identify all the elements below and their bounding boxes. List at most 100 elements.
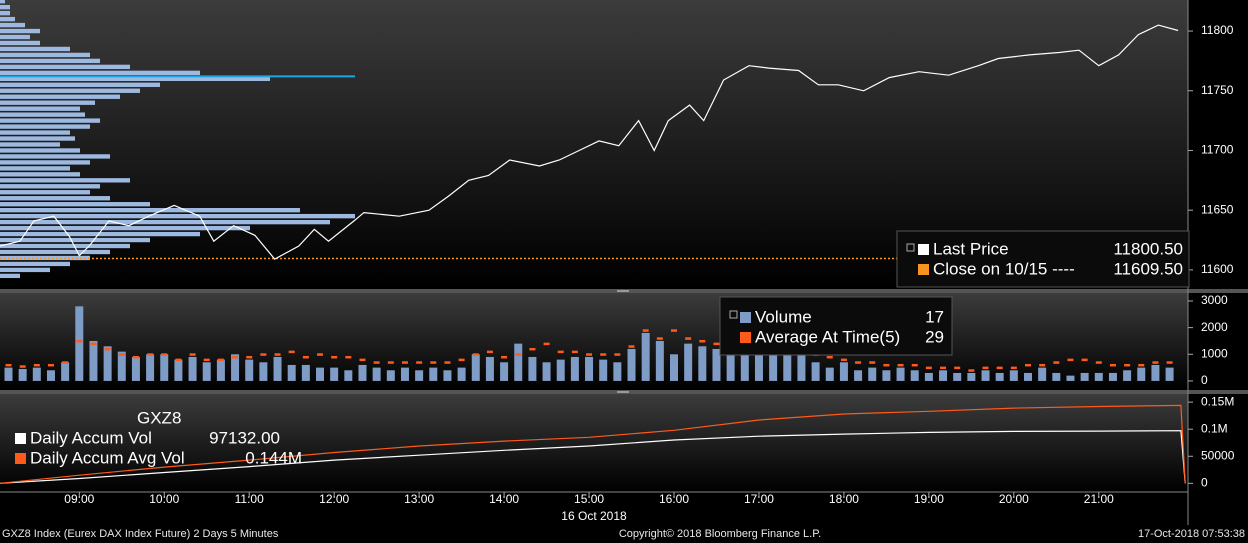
x-tick-label: 14:00 [489, 492, 519, 506]
y-tick-label: 11750 [1201, 83, 1234, 97]
average-mark [373, 361, 380, 364]
legend-value: 17 [925, 307, 944, 326]
average-mark [345, 355, 352, 359]
average-mark [458, 358, 465, 362]
volume-profile-bar [0, 94, 120, 99]
volume-bar [896, 367, 905, 381]
average-mark [954, 366, 961, 370]
volume-bar [1038, 367, 1047, 381]
volume-profile-bar [0, 58, 100, 64]
volume-bar [514, 343, 523, 381]
volume-bar [868, 367, 877, 381]
x-tick-label: 13:00 [404, 492, 434, 506]
volume-bar [316, 367, 325, 381]
legend-label: Volume [755, 307, 812, 326]
volume-bar [939, 370, 948, 381]
average-mark [217, 358, 224, 362]
y-tick-label: 1000 [1201, 346, 1228, 360]
y-tick-label: 11650 [1201, 202, 1234, 216]
volume-bar [301, 364, 310, 381]
volume-bar [1137, 367, 1146, 381]
average-mark [19, 365, 26, 368]
y-tick-label: 3000 [1201, 293, 1228, 307]
average-mark [430, 361, 437, 364]
volume-bar [46, 370, 55, 381]
average-mark [274, 353, 281, 356]
legend-swatch [740, 332, 751, 343]
average-mark [557, 350, 564, 354]
average-mark [1081, 358, 1088, 362]
volume-profile-bar [0, 142, 60, 147]
volume-bar [146, 354, 155, 381]
average-mark [515, 353, 522, 356]
x-tick-label: 15:00 [574, 492, 604, 506]
volume-profile-bar [0, 22, 25, 28]
volume-bar [485, 356, 494, 381]
volume-bar [1123, 370, 1132, 381]
x-tick-label: 10:00 [149, 492, 179, 506]
volume-bar [995, 372, 1004, 381]
volume-bar [570, 356, 579, 381]
volume-bar [344, 370, 353, 381]
volume-profile-bar [0, 88, 140, 93]
volume-bar [839, 362, 848, 381]
volume-profile-bar [0, 130, 70, 135]
volume-bar [882, 370, 891, 381]
panel-title: GXZ8 [137, 408, 181, 427]
average-mark [925, 366, 932, 370]
volume-profile-bar [0, 148, 80, 153]
volume-bar [443, 370, 452, 381]
average-mark [685, 337, 692, 340]
average-mark [1053, 361, 1060, 364]
volume-bar [500, 362, 509, 381]
legend-label: Daily Accum Vol [30, 428, 152, 447]
volume-bar [953, 372, 962, 381]
footer-right: 17-Oct-2018 07:53:38 [1138, 528, 1245, 540]
average-mark [387, 361, 394, 364]
y-tick-label: 0 [1201, 373, 1208, 387]
y-tick-label: 50000 [1201, 448, 1235, 462]
volume-profile-bar [0, 0, 5, 4]
volume-profile-bar [0, 261, 70, 267]
average-mark [1010, 366, 1017, 370]
volume-profile-bar [0, 40, 40, 46]
y-tick-label: 11700 [1201, 143, 1234, 157]
average-mark [147, 353, 154, 356]
average-mark [444, 361, 451, 364]
volume-legend-box [719, 296, 953, 356]
legend-swatch [740, 312, 751, 323]
average-mark [571, 350, 578, 354]
series-line [0, 24, 1179, 260]
volume-bar [415, 370, 424, 381]
average-mark [940, 366, 947, 370]
legend-label: Average At Time(5) [755, 327, 900, 346]
average-mark [1166, 361, 1173, 364]
volume-bar [627, 348, 636, 381]
average-mark [996, 366, 1003, 370]
volume-bar [1080, 372, 1089, 381]
x-tick-label: 11:00 [235, 492, 264, 506]
average-mark [260, 353, 267, 356]
legend-label: Close on 10/15 ---- [933, 259, 1075, 278]
y-tick-label: 0.1M [1201, 421, 1228, 435]
average-mark [1095, 361, 1102, 364]
y-tick-label: 0 [1201, 476, 1208, 490]
volume-profile-bar [0, 273, 20, 279]
volume-bar [1108, 372, 1117, 381]
volume-bar [599, 359, 608, 381]
volume-bar [1165, 367, 1174, 381]
average-mark [897, 363, 904, 367]
y-tick-label: 2000 [1201, 320, 1228, 334]
legend-value: 11609.50 [1113, 259, 1183, 278]
volume-bar [726, 351, 735, 381]
volume-bar [613, 362, 622, 381]
volume-profile-bar [0, 237, 150, 243]
average-mark [968, 369, 975, 372]
volume-bar [1009, 370, 1018, 381]
legend-label: Daily Accum Avg Vol [30, 448, 185, 467]
average-mark [614, 353, 621, 356]
x-tick-label: 18:00 [829, 492, 859, 506]
volume-profile-bar [0, 225, 250, 231]
average-mark [288, 350, 295, 354]
